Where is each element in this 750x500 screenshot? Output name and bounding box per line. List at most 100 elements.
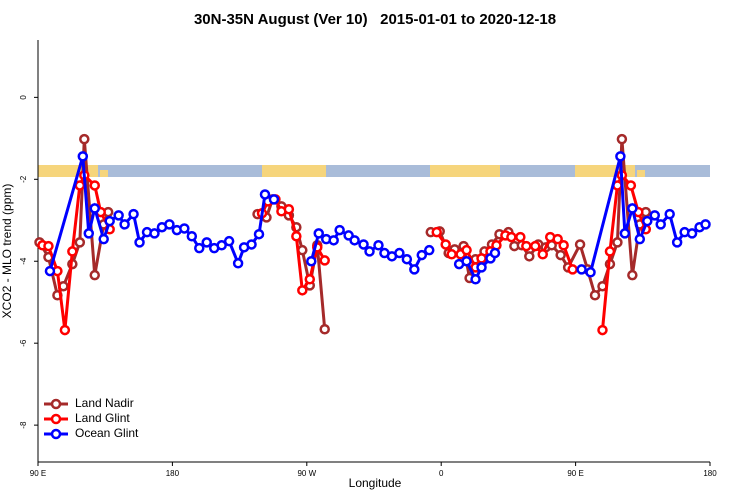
point (576, 264, 587, 275)
point (416, 249, 428, 261)
point (625, 180, 637, 191)
point (268, 194, 280, 205)
point (313, 228, 324, 239)
point (44, 265, 56, 277)
point (446, 249, 457, 260)
chart-title: 30N-35N August (Ver 10) 2015-01-01 to 20… (194, 11, 556, 28)
point (616, 133, 628, 145)
point (283, 203, 295, 215)
point (634, 233, 646, 245)
point (515, 231, 526, 243)
land-strip (637, 170, 645, 177)
point (700, 219, 711, 230)
point (304, 274, 316, 285)
point (476, 262, 487, 273)
point (585, 267, 596, 278)
y-tick-label: -2 (19, 175, 28, 183)
point (461, 244, 472, 256)
x-tick-label: 180 (703, 469, 717, 478)
point (597, 324, 608, 336)
point (128, 208, 139, 220)
point (521, 240, 532, 252)
point (89, 203, 100, 214)
point (686, 228, 698, 239)
land-ocean-strip (38, 165, 710, 177)
legend-label: Land Glint (75, 411, 130, 425)
point (574, 239, 586, 250)
series (44, 151, 711, 285)
point (530, 240, 541, 252)
point (259, 189, 271, 200)
point (358, 239, 369, 250)
point (89, 180, 100, 191)
point (409, 264, 420, 275)
point (186, 231, 198, 242)
point (476, 253, 487, 264)
point (619, 228, 631, 239)
point (642, 215, 653, 227)
point (113, 210, 124, 221)
legend-marker (50, 398, 62, 410)
point (615, 151, 626, 162)
y-tick-label: -4 (19, 257, 28, 265)
point (589, 289, 601, 301)
point (558, 240, 569, 251)
x-tick-label: 180 (166, 469, 180, 478)
point (401, 253, 413, 265)
point (134, 237, 145, 248)
point (664, 208, 675, 220)
point (373, 240, 384, 251)
point (246, 239, 257, 250)
legend-marker (50, 413, 62, 425)
point (74, 180, 86, 191)
x-axis-label: Longitude (349, 476, 402, 490)
point (627, 269, 638, 281)
point (328, 235, 339, 246)
point (77, 151, 89, 162)
point (461, 255, 472, 267)
point (119, 219, 130, 230)
point (98, 233, 109, 245)
point (364, 246, 375, 257)
point (334, 224, 345, 236)
point (524, 251, 535, 262)
point (537, 249, 548, 260)
legend-label: Land Nadir (75, 396, 134, 410)
point (319, 324, 330, 335)
point (67, 246, 78, 257)
point (431, 226, 442, 238)
land-strip (430, 165, 500, 177)
x-tick-label: 90 E (30, 469, 46, 478)
point (291, 231, 302, 242)
point (319, 255, 330, 266)
y-axis-label: XCO2 - MLO trend (ppm) (0, 184, 14, 319)
land-strip (100, 170, 108, 177)
point (164, 219, 175, 230)
point (89, 269, 100, 281)
x-tick-label: 90 E (567, 469, 583, 478)
x-tick-label: 90 W (297, 469, 316, 478)
point (394, 247, 405, 259)
y-tick-label: 0 (19, 95, 28, 100)
x-tick-label: 0 (439, 469, 444, 478)
point (424, 244, 435, 256)
point (552, 233, 563, 245)
point (671, 237, 683, 248)
point (506, 231, 517, 243)
point (43, 240, 54, 252)
point (79, 133, 90, 145)
point (179, 223, 190, 234)
point (627, 203, 638, 214)
point (489, 247, 501, 259)
point (604, 246, 616, 257)
point (297, 285, 308, 296)
point (306, 255, 317, 267)
point (612, 237, 623, 248)
point (149, 228, 160, 239)
point (440, 239, 451, 250)
point (470, 274, 481, 285)
point (216, 240, 227, 251)
ocean-strip (38, 165, 710, 177)
point (83, 228, 95, 239)
